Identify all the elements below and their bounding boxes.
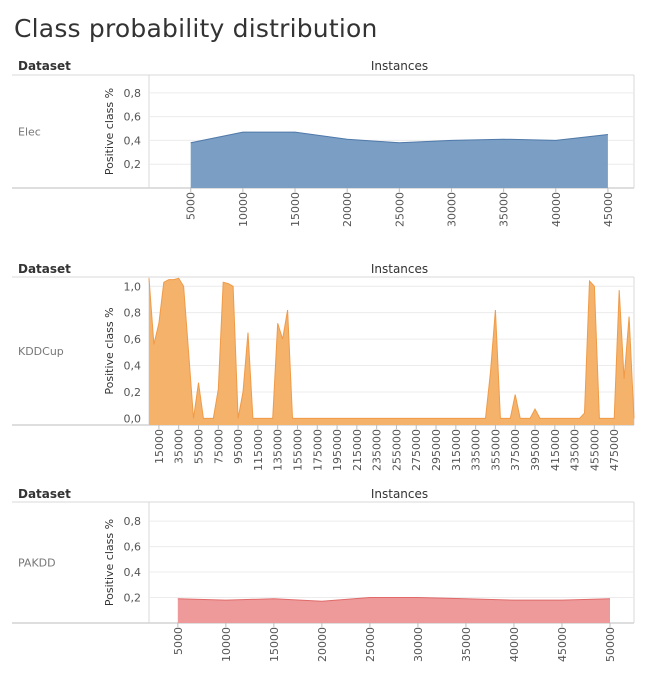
panel-elec-dataset-label: Elec bbox=[18, 126, 41, 139]
panel-kddcup-xtick-label: 55000 bbox=[192, 429, 205, 464]
panel-elec-xtick-label: 35000 bbox=[498, 192, 511, 227]
panel-pakdd-xtick-label: 30000 bbox=[412, 627, 425, 662]
panel-elec-ytick-label: 0,4 bbox=[124, 134, 142, 147]
panel-elec-header-instances: Instances bbox=[371, 59, 428, 73]
page-title: Class probability distribution bbox=[14, 14, 378, 43]
panel-kddcup-series-area bbox=[149, 278, 634, 425]
panel-kddcup-ylabel: Positive class % bbox=[103, 307, 116, 394]
panel-pakdd-ytick-label: 0,6 bbox=[124, 541, 142, 554]
panel-pakdd-xtick-label: 10000 bbox=[220, 627, 233, 662]
panel-elec-header-dataset: Dataset bbox=[18, 59, 71, 73]
panel-kddcup-xtick-label: 295000 bbox=[430, 429, 443, 471]
panel-pakdd-xtick-label: 40000 bbox=[508, 627, 521, 662]
panel-pakdd-dataset-label: PAKDD bbox=[18, 557, 56, 570]
panel-kddcup-xtick-label: 395000 bbox=[529, 429, 542, 471]
panel-kddcup-xtick-label: 135000 bbox=[272, 429, 285, 471]
panel-kddcup-xtick-label: 435000 bbox=[569, 429, 582, 471]
panel-pakdd-xtick-label: 20000 bbox=[316, 627, 329, 662]
panel-kddcup-xtick-label: 455000 bbox=[588, 429, 601, 471]
panel-pakdd-header-dataset: Dataset bbox=[18, 487, 71, 501]
panel-elec-xtick-label: 20000 bbox=[341, 192, 354, 227]
panel-elec-xtick-label: 25000 bbox=[393, 192, 406, 227]
panel-elec-series-line bbox=[190, 131, 608, 144]
panel-pakdd-series-area bbox=[177, 597, 611, 623]
panel-kddcup-xtick-label: 115000 bbox=[252, 429, 265, 471]
panel-kddcup-xtick-label: 15000 bbox=[153, 429, 166, 464]
panel-kddcup-xtick-label: 255000 bbox=[390, 429, 403, 471]
panel-kddcup-series-line bbox=[148, 277, 635, 419]
panel-kddcup-ytick-label: 0,0 bbox=[124, 412, 142, 425]
panel-kddcup-xtick-label: 315000 bbox=[450, 429, 463, 471]
panel-kddcup-xtick-label: 95000 bbox=[232, 429, 245, 464]
panel-kddcup-xtick-label: 215000 bbox=[351, 429, 364, 471]
panel-kddcup-ytick-label: 0,8 bbox=[124, 307, 142, 320]
panel-pakdd-ytick-label: 0,4 bbox=[124, 566, 142, 579]
panel-kddcup-xtick-label: 155000 bbox=[291, 429, 304, 471]
panel-kddcup-xtick-label: 335000 bbox=[470, 429, 483, 471]
panel-kddcup-dataset-label: KDDCup bbox=[18, 345, 64, 358]
panel-kddcup-xtick-label: 175000 bbox=[311, 429, 324, 471]
panel-pakdd-header-instances: Instances bbox=[371, 487, 428, 501]
panel-elec-ylabel: Positive class % bbox=[103, 88, 116, 175]
panel-elec-ytick-label: 0,2 bbox=[124, 158, 142, 171]
panel-pakdd-xtick-label: 45000 bbox=[556, 627, 569, 662]
panel-kddcup-xtick-label: 415000 bbox=[549, 429, 562, 471]
panel-elec-xtick-label: 30000 bbox=[445, 192, 458, 227]
panel-pakdd-xtick-label: 15000 bbox=[268, 627, 281, 662]
panel-kddcup-xtick-label: 195000 bbox=[331, 429, 344, 471]
panel-kddcup-xtick-label: 75000 bbox=[212, 429, 225, 464]
panel-pakdd-ytick-label: 0,8 bbox=[124, 515, 142, 528]
panel-kddcup-ytick-label: 1,0 bbox=[124, 280, 142, 293]
panel-elec-xtick-label: 40000 bbox=[550, 192, 563, 227]
panel-pakdd-xtick-label: 25000 bbox=[364, 627, 377, 662]
panel-elec-ytick-label: 0,8 bbox=[124, 87, 142, 100]
panel-elec-ytick-label: 0,6 bbox=[124, 111, 142, 124]
panel-kddcup-xtick-label: 355000 bbox=[489, 429, 502, 471]
panel-kddcup-xtick-label: 275000 bbox=[410, 429, 423, 471]
panel-kddcup-xtick-label: 235000 bbox=[371, 429, 384, 471]
panel-elec-series-area bbox=[190, 132, 608, 188]
panel-kddcup-header-dataset: Dataset bbox=[18, 262, 71, 276]
panel-pakdd-series-line bbox=[177, 597, 611, 602]
panel-elec-xtick-label: 15000 bbox=[289, 192, 302, 227]
panel-pakdd-xtick-label: 5000 bbox=[172, 627, 185, 655]
panel-kddcup-header-instances: Instances bbox=[371, 262, 428, 276]
panel-elec-xtick-label: 10000 bbox=[237, 192, 250, 227]
panel-kddcup-xtick-label: 375000 bbox=[509, 429, 522, 471]
panel-pakdd-ytick-label: 0,2 bbox=[124, 592, 142, 605]
panel-pakdd-xtick-label: 35000 bbox=[460, 627, 473, 662]
panel-kddcup-xtick-label: 475000 bbox=[608, 429, 621, 471]
panel-elec-xtick-label: 5000 bbox=[185, 192, 198, 220]
panel-kddcup-ytick-label: 0,6 bbox=[124, 333, 142, 346]
panel-pakdd-xtick-label: 50000 bbox=[604, 627, 617, 662]
panel-pakdd-ylabel: Positive class % bbox=[103, 519, 116, 606]
panel-kddcup-ytick-label: 0,4 bbox=[124, 360, 142, 373]
panel-kddcup-xtick-label: 35000 bbox=[173, 429, 186, 464]
panel-kddcup-ytick-label: 0,2 bbox=[124, 386, 142, 399]
panel-elec-xtick-label: 45000 bbox=[602, 192, 615, 227]
